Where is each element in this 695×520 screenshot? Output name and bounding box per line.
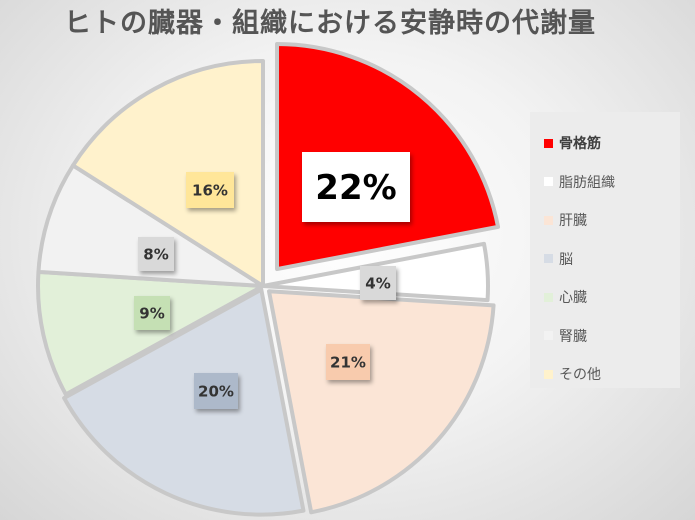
legend-swatch [544, 138, 553, 148]
chart-title: ヒトの臓器・組織における安静時の代謝量 [64, 8, 596, 39]
pie-slice-6 [36, 163, 265, 288]
legend-swatch [544, 331, 553, 341]
legend-swatch [544, 215, 553, 225]
legend-swatch [544, 292, 553, 302]
chart-legend: 骨格筋脂肪組織肝臓脳心臓腎臓その他 [530, 112, 680, 388]
legend-item-7: その他 [544, 355, 680, 394]
legend-label: 骨格筋 [559, 136, 601, 153]
pie-slice-7 [71, 59, 265, 288]
svg-text:8%: 8% [143, 245, 168, 263]
data-label-5: 9% [134, 296, 170, 330]
svg-text:20%: 20% [198, 382, 234, 400]
legend-item-6: 腎臓 [544, 317, 680, 356]
legend-swatch [544, 369, 553, 379]
data-label-2: 4% [360, 266, 396, 300]
legend-label: 脳 [559, 251, 573, 268]
data-label-4: 20% [194, 373, 238, 409]
legend-label: 脂肪組織 [559, 174, 615, 191]
legend-item-4: 脳 [544, 240, 680, 279]
legend-swatch [544, 254, 553, 264]
data-label-3: 21% [326, 344, 370, 380]
legend-item-5: 心臓 [544, 278, 680, 317]
svg-text:21%: 21% [330, 353, 366, 371]
legend-label: 腎臓 [559, 328, 587, 345]
legend-label: その他 [559, 367, 601, 384]
pie-slice-4 [62, 287, 306, 517]
svg-text:9%: 9% [139, 304, 164, 322]
data-label-7: 16% [186, 172, 234, 208]
legend-item-1: 骨格筋 [544, 124, 680, 163]
pie-slice-5 [36, 269, 265, 397]
data-label-1: 22% [302, 152, 410, 222]
data-label-6: 8% [138, 237, 174, 271]
svg-text:22%: 22% [315, 168, 396, 208]
legend-item-2: 脂肪組織 [544, 163, 680, 202]
svg-text:16%: 16% [192, 181, 228, 199]
legend-item-3: 肝臓 [544, 201, 680, 240]
svg-text:4%: 4% [365, 274, 390, 292]
legend-swatch [544, 177, 553, 187]
pie-slice-3 [267, 289, 496, 515]
legend-label: 肝臓 [559, 213, 587, 230]
legend-label: 心臓 [559, 290, 587, 307]
